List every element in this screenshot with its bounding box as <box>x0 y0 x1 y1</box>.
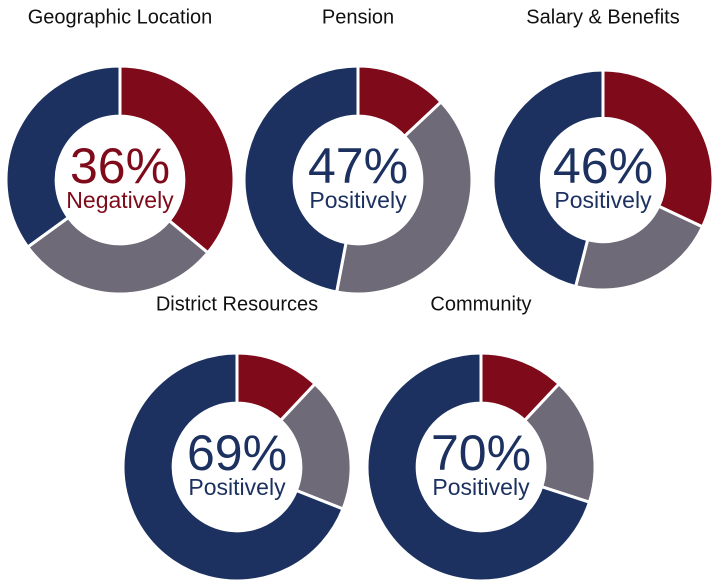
center-value: 69% <box>187 425 287 481</box>
donut-segment <box>334 99 474 296</box>
center-text: Positively <box>309 187 407 213</box>
center-text: Negatively <box>66 187 174 213</box>
chart-title: Salary & Benefits <box>526 6 679 28</box>
center-value: 36% <box>70 138 170 194</box>
center-value: 46% <box>553 138 653 194</box>
donut-segment <box>491 68 605 289</box>
donut-segment <box>4 64 122 250</box>
chart-title: Geographic Location <box>28 6 213 28</box>
chart-title: Pension <box>322 6 394 28</box>
center-text: Positively <box>554 187 652 213</box>
donut-segment <box>25 215 210 296</box>
donut-segment <box>573 204 705 292</box>
donut-segment <box>242 64 360 294</box>
center-value: 47% <box>308 138 408 194</box>
donut-segment <box>601 68 714 229</box>
chart-title: District Resources <box>156 293 318 315</box>
chart-title: Community <box>430 293 531 315</box>
center-value: 70% <box>431 425 531 481</box>
center-text: Positively <box>188 474 286 500</box>
center-text: Positively <box>432 474 530 500</box>
donut-segment <box>118 64 236 255</box>
